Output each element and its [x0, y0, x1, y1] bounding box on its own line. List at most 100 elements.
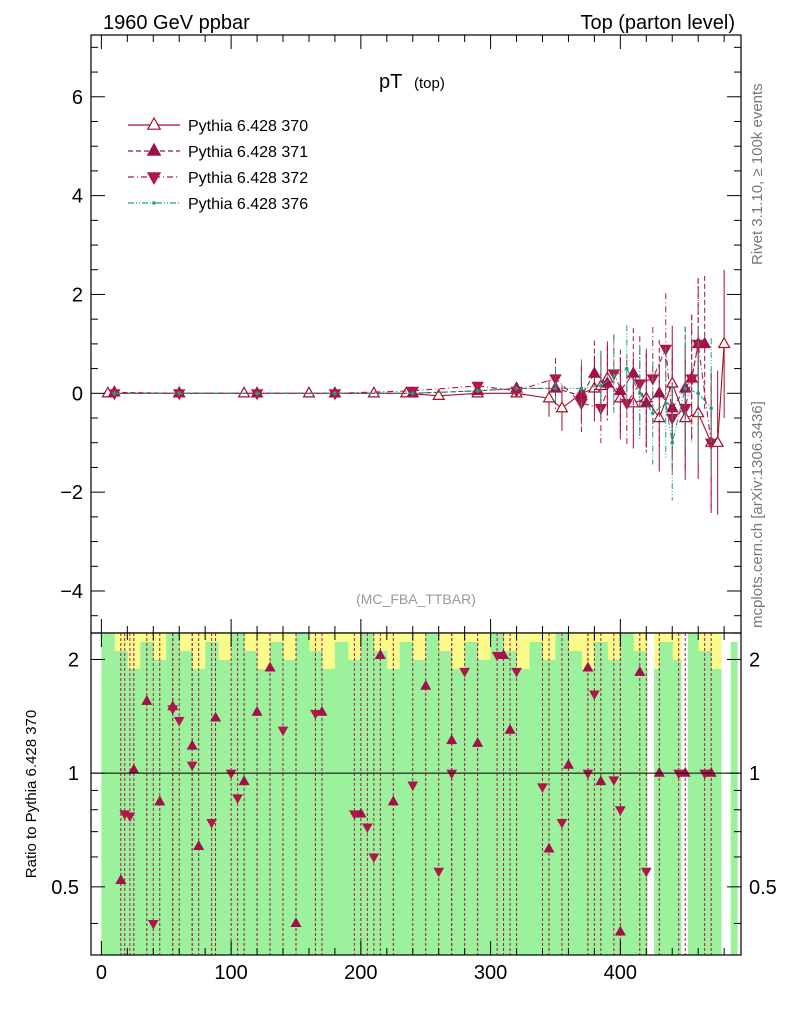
ratio-band-inner [334, 642, 349, 955]
ratio-band-inner [581, 669, 595, 955]
ratio-marker [232, 794, 243, 804]
ratio-marker [173, 716, 185, 727]
ratio-band-inner [568, 651, 582, 955]
ratio-marker [238, 775, 250, 786]
ratio-band-inner [711, 669, 725, 955]
legend-marker [146, 142, 162, 156]
ratio-marker [653, 766, 665, 777]
ratio-series-372 [119, 633, 711, 955]
ratio-marker [147, 919, 159, 930]
ratio-marker [310, 709, 321, 720]
ratio-marker [420, 679, 432, 690]
ratio-y-tick-label-left: 0.5 [51, 877, 79, 899]
x-tick-label: 100 [214, 962, 247, 984]
data-point [663, 401, 668, 405]
data-point [112, 391, 117, 396]
ratio-marker [491, 651, 503, 662]
x-tick-label: 400 [604, 962, 637, 984]
plot-title: pT [379, 71, 402, 93]
ratio-marker [472, 737, 484, 747]
data-point [709, 406, 713, 410]
legend-item: Pythia 6.428 371 [128, 142, 308, 161]
ratio-marker [504, 723, 516, 734]
energy-label: 1960 GeV ppbar [103, 12, 250, 34]
legend: Pythia 6.428 370 Pythia 6.428 371 Pythia 6… [128, 116, 308, 213]
ratio-marker [582, 769, 594, 780]
ratio-marker [167, 705, 179, 715]
data-point [650, 411, 655, 415]
data-point [652, 386, 666, 398]
ratio-marker [634, 666, 646, 676]
main-panel: pT (top) (MC_FBA_TTBAR) −4 −2 0 2 4 6 Pythia … [60, 34, 742, 634]
ratio-marker [277, 726, 289, 737]
ratio-marker [290, 917, 302, 928]
data-point [639, 395, 653, 408]
data-point [626, 366, 640, 378]
ratio-marker [193, 840, 205, 850]
ratio-marker [206, 819, 218, 829]
data-point [599, 384, 603, 388]
data-point [410, 391, 415, 396]
ratio-axis-label: Ratio to Pythia 6.428 370 [23, 710, 40, 878]
ratio-marker [595, 775, 607, 786]
ratio-marker [433, 867, 445, 878]
ratio-marker [154, 795, 166, 806]
ratio-band-inner [153, 660, 167, 955]
main-series-layer [101, 269, 731, 515]
legend-label: Pythia 6.428 376 [188, 196, 308, 213]
data-point [475, 389, 480, 393]
data-point [696, 391, 700, 396]
data-point [514, 386, 519, 391]
ratio-band-gap [647, 633, 655, 955]
ratio-marker [446, 769, 458, 780]
ratio-marker [210, 711, 222, 722]
ratio-marker [511, 667, 522, 678]
ratio-band-inner [399, 642, 414, 955]
y-tick-label: 6 [72, 87, 83, 109]
data-point [665, 400, 679, 413]
ratio-band-inner [321, 669, 336, 955]
data-point [579, 386, 584, 391]
y-tick-label: 2 [72, 284, 83, 306]
ratio-marker [556, 819, 568, 829]
y-tick-label: 4 [72, 186, 83, 208]
ratio-marker [355, 807, 367, 818]
data-point [638, 391, 642, 396]
ratio-marker [264, 661, 276, 672]
data-point [678, 404, 692, 416]
ratio-band-inner [438, 651, 453, 955]
data-point [555, 400, 569, 413]
ratio-band-inner [386, 669, 401, 955]
process-label: Top (parton level) [580, 12, 735, 34]
ratio-band-inner [620, 633, 634, 955]
ratio-marker [374, 649, 386, 660]
x-tick-label: 0 [96, 962, 107, 984]
ratio-y-tick-label-right: 0.5 [749, 877, 777, 899]
data-point [177, 391, 182, 396]
ratio-axes: 0 100 200 300 400 0.5 0.5 1 1 2 2 [51, 632, 777, 984]
ratio-marker [387, 795, 399, 806]
ratio-marker [537, 783, 548, 793]
data-point [625, 366, 629, 371]
ratio-band-inner [464, 642, 479, 955]
mcplots-label: mcplots.cern.ch [arXiv:1306.3436] [749, 401, 766, 628]
ratio-marker [361, 823, 373, 834]
ratio-band-inner [659, 642, 673, 955]
legend-item: Pythia 6.428 370 [128, 116, 308, 135]
ratio-band-inner [101, 633, 115, 955]
ratio-band-inner [412, 660, 427, 955]
ratio-y-tick-label-right: 1 [749, 763, 760, 785]
ratio-band-inner [451, 669, 466, 955]
ratio-band-inner [477, 660, 492, 955]
data-point [237, 386, 251, 398]
ratio-band-inner [218, 660, 232, 955]
y-tick-label: 0 [72, 383, 83, 405]
ratio-frame [90, 632, 742, 956]
legend-label: Pythia 6.428 371 [188, 144, 308, 161]
data-point [587, 366, 601, 378]
ratio-marker [543, 842, 555, 853]
ratio-y-tick-label-left: 1 [68, 763, 79, 785]
legend-item: Pythia 6.428 376 [128, 196, 308, 213]
data-point [471, 381, 484, 393]
